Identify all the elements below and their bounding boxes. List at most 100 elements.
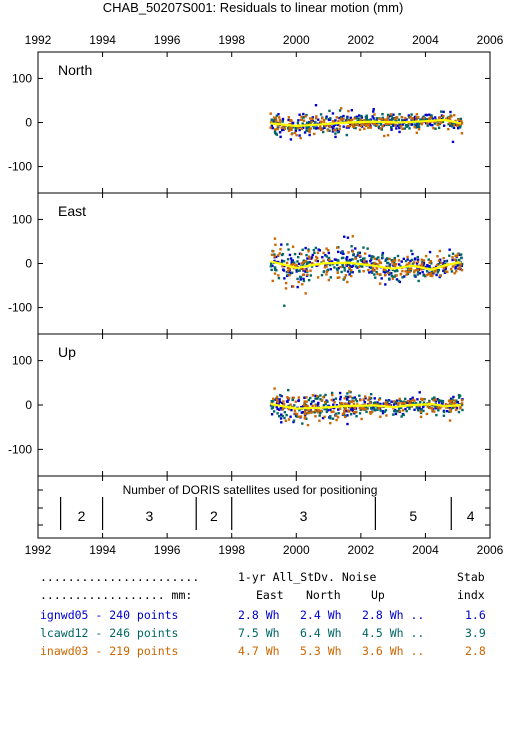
data-point [341,252,344,255]
data-point [435,413,438,417]
data-point [396,124,399,127]
data-point [359,259,363,262]
x-tick-label: 2000 [283,543,310,557]
stats-row-label: lcawd12 - 246 points [40,626,179,640]
data-point [365,410,368,414]
data-point [312,248,316,252]
data-point [278,131,282,134]
data-point [424,254,428,258]
data-point [386,399,390,402]
data-point [295,134,298,137]
data-point [434,120,437,124]
data-point [405,273,408,276]
data-point [286,274,290,277]
data-point [439,120,442,124]
data-point [448,122,452,125]
data-point [335,267,339,270]
data-point [442,267,446,270]
data-point [314,415,317,418]
data-point [375,121,378,125]
data-point [390,272,393,275]
data-point [353,412,356,415]
data-point [409,269,412,272]
data-point [456,262,460,266]
data-point [408,402,411,405]
data-point [284,419,288,422]
data-point [453,272,456,275]
data-point [355,116,359,120]
data-point [448,254,451,257]
data-point [303,415,307,419]
data-point [295,412,299,416]
data-point [271,406,275,409]
data-point [329,117,332,120]
data-point [390,128,393,131]
data-point [369,126,372,129]
data-point [332,124,336,128]
data-point [330,260,334,263]
data-point [270,400,273,403]
data-point [325,410,328,413]
data-point [384,399,388,402]
data-point [346,115,349,119]
data-point [269,126,272,129]
data-point [457,267,460,271]
data-point [350,274,353,278]
data-point [349,400,352,404]
data-point [426,124,429,127]
satellite-panel-label: Number of DORIS satellites used for posi… [123,483,378,497]
data-point [451,265,455,268]
data-point [391,117,394,120]
data-point [417,125,421,129]
data-point [311,262,314,265]
data-point [379,261,382,264]
x-tick-label: 1998 [218,543,245,557]
data-point [432,126,435,130]
data-point [438,249,442,253]
data-point [273,259,276,263]
data-point [422,115,425,118]
data-point [404,259,408,263]
data-point [409,115,412,119]
data-point [289,415,292,418]
data-point [425,273,428,277]
data-point [287,388,290,392]
stats-row-north: 6.4 Wh [300,626,342,640]
data-point [310,400,314,403]
data-point [285,270,289,274]
data-point [452,402,455,405]
data-point [369,392,373,396]
data-point [297,415,301,418]
stats-row-up: 4.5 Wh .. [362,626,425,640]
data-point [419,118,422,121]
data-point [340,250,344,254]
data-point [373,257,376,260]
data-point [363,400,366,404]
x-tick-label: 1998 [218,33,245,47]
data-point [310,410,314,414]
data-point [298,134,301,137]
data-point [430,270,434,273]
stats-header2-up: Up [371,588,385,602]
data-point [373,401,377,404]
data-point [389,122,392,125]
data-point [323,415,326,419]
data-point [428,250,432,254]
data-point [415,116,418,119]
data-point [401,269,404,273]
data-point [397,402,400,405]
data-point [379,273,382,276]
data-point [359,406,362,410]
data-point [349,116,352,120]
data-point [298,113,301,116]
data-point [316,397,319,400]
data-point [352,410,355,414]
data-point [403,119,406,122]
data-point [377,402,380,406]
data-point [309,269,312,272]
data-point [296,260,299,263]
data-point [290,271,294,275]
data-point [299,118,303,121]
data-point [358,394,361,397]
data-point [290,128,293,132]
